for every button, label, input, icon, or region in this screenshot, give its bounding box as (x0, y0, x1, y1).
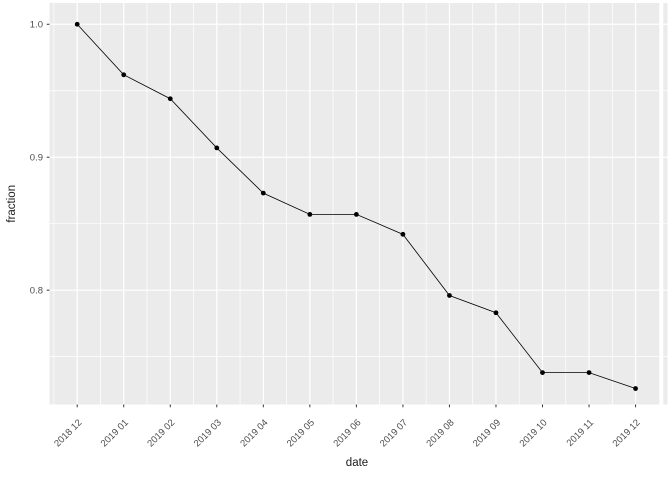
data-point (260, 190, 266, 196)
x-tick-label: 2019 09 (471, 417, 503, 449)
data-point (586, 370, 592, 375)
x-tick-label: 2019 12 (611, 417, 643, 449)
y-axis-title: fraction (6, 185, 18, 223)
data-point (214, 145, 220, 151)
data-point (400, 231, 406, 237)
axis-titles: date fraction (6, 185, 368, 469)
x-tick-label: 2019 07 (378, 417, 410, 449)
data-point (540, 370, 545, 375)
x-tick-label: 2019 10 (518, 417, 550, 449)
y-tick-label: 0.8 (30, 286, 43, 297)
data-point (307, 211, 313, 217)
x-tick-label: 2019 02 (145, 417, 177, 449)
x-tick-label: 2019 03 (192, 417, 224, 449)
x-tick-label: 2019 05 (285, 417, 317, 449)
plot-panel (49, 3, 668, 405)
data-point (121, 72, 127, 78)
x-tick-label: 2019 06 (331, 417, 363, 449)
data-point (493, 310, 499, 316)
x-tick-label: 2019 11 (565, 417, 597, 449)
x-axis-title: date (346, 457, 368, 469)
data-point (447, 293, 452, 298)
plot-area: 2018 12 2019 01 2019 02 2019 03 2019 04 2019 … (30, 3, 668, 449)
data-point (74, 21, 80, 27)
x-tick-label: 2019 01 (99, 417, 131, 449)
y-tick-label: 0.9 (30, 153, 43, 164)
x-tick-label: 2019 08 (424, 417, 456, 449)
data-point (353, 211, 359, 217)
data-point (167, 96, 173, 102)
x-tick-label: 2018 12 (52, 417, 84, 449)
y-tick-label: 1.0 (30, 20, 43, 31)
data-point (633, 386, 638, 391)
x-tick-label: 2019 04 (238, 417, 270, 449)
